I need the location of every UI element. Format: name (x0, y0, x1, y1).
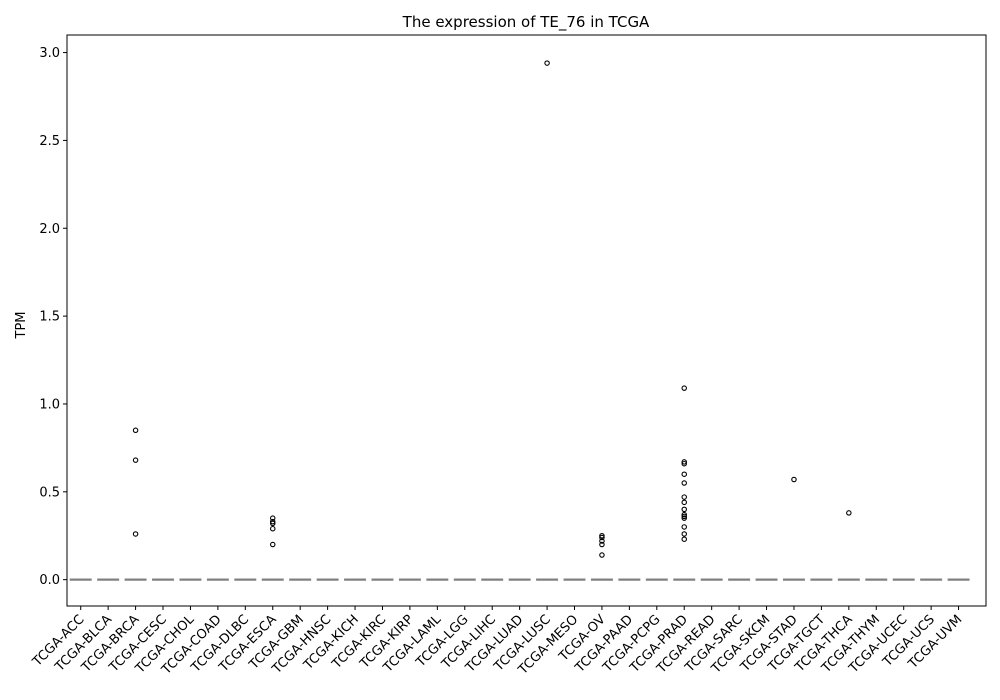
y-tick-label: 2.0 (39, 222, 60, 237)
outlier-point (681, 531, 687, 537)
outlier-point (681, 513, 687, 520)
outlier-point (599, 541, 605, 548)
outlier-point (681, 471, 687, 477)
outlier-point (681, 499, 687, 506)
outlier-point (269, 520, 276, 527)
outlier-point (132, 427, 139, 434)
outlier-point (846, 510, 852, 516)
y-tick-label: 2.5 (39, 134, 60, 149)
outlier-point (132, 531, 139, 537)
y-tick-label: 1.5 (39, 310, 60, 325)
y-tick-label: 3.0 (39, 46, 60, 61)
outlier-point (599, 552, 605, 558)
x-axis: TCGA-ACCTCGA-BLCATCGA-BRCATCGA-CESCTCGA-… (29, 606, 965, 678)
outlier-point (599, 538, 605, 544)
outlier-point (599, 532, 605, 539)
y-tick-label: 0.5 (39, 485, 60, 500)
y-axis-label: TPM (14, 312, 29, 340)
outlier-point (681, 460, 687, 467)
plot-frame (66, 34, 987, 607)
y-axis: 0.0 0.5 1.0 1.5 2.0 2.5 3.0 (39, 46, 67, 588)
outlier-point (544, 60, 550, 66)
outlier-point (269, 541, 276, 548)
outlier-point (269, 525, 276, 532)
outlier-point (681, 385, 687, 391)
chart-title: The expression of TE_76 in TCGA (402, 13, 650, 32)
outlier-point (269, 515, 276, 521)
outlier-point (681, 536, 687, 542)
outlier-point (132, 457, 139, 463)
outlier-point (681, 511, 687, 518)
outlier-point (681, 480, 687, 486)
outlier-point (681, 459, 687, 465)
outlier-point (681, 524, 687, 530)
outlier-point (269, 518, 276, 525)
outlier-point (791, 476, 797, 483)
outliers-group (132, 60, 852, 558)
outlier-point (681, 515, 687, 521)
y-tick-label: 0.0 (39, 573, 60, 588)
outlier-point (681, 494, 687, 500)
y-tick-label: 1.0 (39, 397, 60, 412)
outlier-point (681, 506, 687, 513)
outlier-point (599, 534, 605, 541)
